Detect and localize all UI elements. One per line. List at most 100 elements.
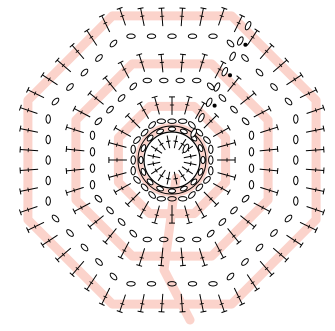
stitch-r6-6-5-top — [98, 14, 105, 18]
chain-loop-r5-0-1 — [241, 54, 249, 62]
chain-loop-r5-5-3 — [45, 134, 51, 145]
stitch-r2-5-1 — [108, 157, 127, 163]
stitch-r6-7-0-top — [116, 6, 123, 10]
stitch-r4-6-1-post — [89, 92, 104, 105]
stitch-r6-3-0-top — [221, 310, 228, 314]
stitch-r4-6-3-top — [117, 60, 124, 65]
center-chain-4 — [167, 188, 177, 194]
center-chain-6 — [146, 178, 154, 186]
stitch-r2-4-0-post — [139, 200, 150, 218]
stitch-r6-1-5-top — [322, 209, 326, 216]
chain-loop-r3-7-0 — [142, 77, 153, 84]
stitch-r2-3-0-bar — [185, 214, 190, 217]
stitch-r2-4-1-bar — [131, 197, 135, 201]
center-chain-8 — [138, 155, 144, 165]
center-chain-0 — [200, 155, 206, 165]
chain-loop-r1-1-0 — [208, 144, 214, 155]
stitch-r4-2-1-bar — [246, 219, 250, 224]
chain-loop-r5-0-3 — [270, 83, 278, 91]
stitch-r4-4-0-top — [117, 255, 124, 260]
stitch-r6-6-0-bar — [33, 91, 37, 96]
stitch-r2-5-2 — [107, 139, 127, 148]
stitch-r4-7-1-bar — [159, 61, 165, 64]
center-chain-5 — [156, 185, 165, 192]
stitch-r4-4-1 — [102, 228, 117, 245]
chain-loop-r3-7-2 — [175, 77, 185, 84]
stitch-r2-1-2-bar — [226, 173, 229, 178]
center-chain-11 — [156, 128, 165, 135]
stitch-r6-0-2-post — [259, 44, 273, 60]
stitch-r4-3-1-top — [179, 264, 186, 267]
chain-loop-r3-0-2 — [230, 105, 238, 114]
stitch-r2-7-0-bar — [154, 103, 159, 106]
stitch-r6-6-2-top — [54, 57, 60, 63]
stitch-r6-4-5-post — [27, 221, 45, 231]
stitch-r4-5-1-bar — [73, 167, 76, 173]
center-spoke-8 — [147, 154, 161, 159]
stitch-r4-7-0 — [136, 53, 146, 72]
stitch-r4-4-0 — [117, 241, 130, 260]
chain-loop-r1-6-2 — [148, 121, 156, 129]
stitch-r6-3-4-top — [137, 310, 144, 313]
stitch-r4-3-2 — [158, 247, 165, 267]
stitch-r6-3-3-post — [161, 293, 164, 312]
stitch-r6-0-0-bar — [236, 21, 241, 25]
center-spoke-11 — [166, 135, 171, 149]
stitch-r6-7-5-bar — [219, 15, 224, 18]
round-3 — [89, 77, 255, 243]
stitch-r6-4-4 — [40, 234, 58, 248]
stitch-r6-6-5 — [98, 14, 111, 33]
stitch-r6-6-5-post — [101, 15, 111, 33]
stitch-r4-1-3 — [260, 186, 279, 196]
stitch-r4-1-3-top — [276, 189, 279, 196]
center-ring-outline — [143, 131, 201, 189]
stitch-r6-0-4-bar — [293, 77, 297, 82]
stitch-r4-1-0-top — [276, 124, 279, 131]
stitch-r4-2-2-top — [236, 240, 242, 245]
stitch-r6-3-4 — [137, 293, 145, 313]
stitch-r6-5-4-top — [19, 125, 22, 132]
stitch-r6-5-0-top — [18, 209, 22, 216]
stitch-r2-6-0 — [113, 124, 132, 138]
stitch-r2-7-0-post — [154, 96, 160, 115]
stitch-r6-5-4 — [19, 125, 39, 133]
stitch-r4-1-3-bar — [268, 188, 271, 193]
chain-loop-r5-3-2 — [167, 281, 177, 287]
join-chain-link-5 — [221, 67, 229, 77]
stitch-r4-7-2-bar — [179, 61, 185, 64]
stitch-r4-6-0-bar — [80, 110, 83, 115]
stitch-r2-5-2-post — [108, 142, 127, 148]
chain-loop-r5-2-2 — [255, 243, 264, 252]
center-spoke-4 — [166, 171, 171, 185]
stitch-r6-5-0-bar — [27, 207, 30, 212]
stitch-r2-7-2-bar — [185, 103, 190, 106]
stitch-r6-1-0-bar — [314, 108, 317, 113]
center-chain-3 — [179, 185, 188, 192]
join-chain-link-0 — [182, 143, 190, 153]
stitch-r6-5-4-bar — [27, 128, 29, 133]
round-6 — [18, 6, 326, 314]
chain-loop-r5-4-2 — [80, 243, 89, 252]
chain-loop-r1-4-2 — [133, 176, 141, 184]
center-spoke-3 — [173, 171, 178, 185]
chain-loop-r1-4-0 — [148, 191, 156, 199]
stitch-r4-2-1-post — [240, 215, 255, 228]
chain-loop-r1-5-1 — [130, 155, 136, 165]
stitch-r6-6-1 — [40, 72, 58, 86]
chain-loop-r1-2-2 — [188, 191, 196, 199]
chain-loop-r3-4-2 — [106, 206, 114, 215]
stitch-r2-3-2-top — [151, 221, 158, 225]
stitch-r2-2-1-top — [214, 202, 220, 208]
chain-loop-r5-5-0 — [45, 196, 51, 206]
stitch-r4-4-2-bar — [94, 219, 98, 224]
stitch-r6-1-4-bar — [315, 187, 317, 192]
stitch-r6-7-1-bar — [140, 15, 145, 17]
stitch-r2-2-2 — [194, 200, 208, 219]
stitch-r4-7-3-bar — [200, 61, 205, 64]
stitch-r2-6-0-post — [114, 127, 132, 138]
chain-loop-r3-5-2 — [89, 147, 96, 157]
stitch-r6-3-2-post — [180, 293, 183, 312]
chain-loop-r5-3-1 — [187, 281, 198, 287]
center-spoke-cross-1 — [186, 168, 190, 173]
